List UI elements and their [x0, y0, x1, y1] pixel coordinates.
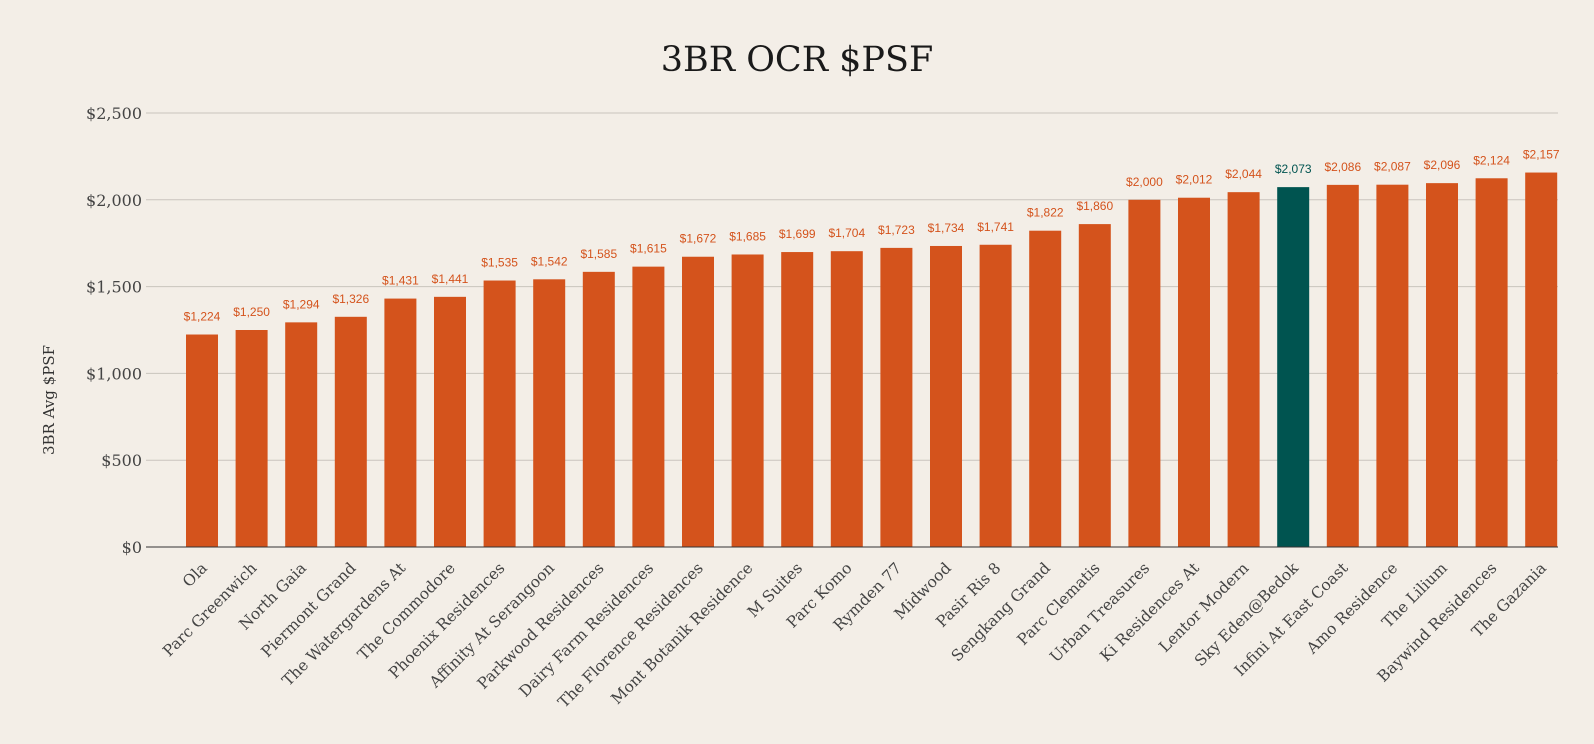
data-label: $2,000: [1126, 175, 1163, 189]
data-label: $1,431: [382, 274, 419, 288]
data-label: $1,723: [878, 223, 915, 237]
bar: [1178, 197, 1210, 547]
bar: [880, 247, 913, 547]
y-tick-label: $500: [101, 451, 142, 470]
bar: [1078, 224, 1111, 547]
bar: [582, 271, 615, 547]
bar: [1376, 184, 1409, 548]
data-label: $2,073: [1275, 162, 1312, 176]
bar: [483, 280, 516, 547]
bar: [235, 330, 268, 547]
bar: [1277, 187, 1310, 547]
data-labels: $1,224 $1,250 $1,294 $1,326 $1,431 $1,441 $1,5…: [184, 148, 1560, 324]
bars: [186, 172, 1558, 548]
y-tick-label: $0: [122, 538, 142, 557]
bar: [979, 244, 1012, 548]
data-label: $2,086: [1324, 160, 1361, 174]
x-tick-label: Ola: [179, 559, 211, 591]
y-tick-label: $1,000: [86, 364, 142, 383]
y-tick-label: $2,000: [86, 191, 142, 210]
data-label: $1,542: [531, 254, 568, 268]
data-label: $2,096: [1424, 158, 1461, 172]
bar: [632, 266, 665, 547]
data-label: $1,585: [580, 247, 617, 261]
bar: [434, 296, 466, 547]
bar: [1128, 199, 1161, 548]
bar: [731, 254, 764, 547]
bar: [930, 245, 962, 547]
bar: [186, 334, 218, 547]
y-axis-label: 3BR Avg $PSF: [40, 345, 58, 455]
bar: [682, 256, 714, 547]
data-label: $1,615: [630, 242, 667, 256]
data-label: $1,685: [729, 229, 766, 243]
bar: [1475, 178, 1508, 547]
bar: [334, 316, 367, 547]
bar: [285, 322, 318, 547]
data-label: $2,087: [1374, 160, 1411, 174]
data-label: $1,699: [779, 227, 816, 241]
data-label: $2,157: [1523, 148, 1560, 162]
data-label: $2,012: [1176, 173, 1213, 187]
bar: [384, 298, 417, 547]
data-label: $1,860: [1076, 199, 1113, 213]
bar: [830, 251, 863, 547]
y-axis-ticks: $0 $500 $1,000 $1,500 $2,000 $2,500: [86, 104, 142, 557]
data-label: $1,704: [828, 226, 865, 240]
data-label: $2,044: [1225, 167, 1262, 181]
data-label: $1,672: [680, 232, 717, 246]
data-label: $1,224: [184, 310, 221, 324]
bar: [1227, 192, 1260, 547]
data-label: $1,250: [233, 305, 270, 319]
data-label: $1,734: [928, 221, 965, 235]
data-label: $1,822: [1027, 206, 1064, 220]
bar: [533, 279, 566, 547]
x-tick-label: Parc Greenwich: [159, 559, 260, 660]
data-label: $1,294: [283, 297, 320, 311]
data-label: $1,441: [432, 272, 469, 286]
bar: [781, 252, 814, 548]
y-tick-label: $2,500: [86, 104, 142, 123]
data-label: $1,741: [977, 220, 1014, 234]
bar: [1029, 230, 1062, 547]
chart-title: 3BR OCR $PSF: [661, 40, 934, 80]
y-tick-label: $1,500: [86, 278, 142, 297]
x-tick-label: Lentor Modern: [1156, 559, 1253, 656]
bar: [1525, 172, 1558, 547]
x-tick-label: Amo Residence: [1302, 559, 1401, 658]
data-label: $1,535: [481, 256, 518, 270]
bar: [1426, 183, 1458, 547]
bar: [1326, 184, 1359, 547]
data-label: $1,326: [332, 292, 369, 306]
data-label: $2,124: [1473, 153, 1510, 167]
